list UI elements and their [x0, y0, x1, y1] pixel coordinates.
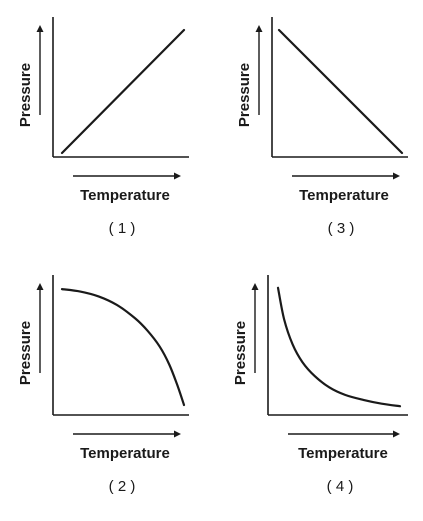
temperature-arrow-head	[174, 172, 181, 180]
pressure-arrow-head	[255, 25, 263, 32]
chart-panel-3: Pressure Temperature ( 3 )	[236, 17, 408, 237]
panel-caption: ( 4 )	[327, 478, 354, 495]
temperature-arrow-head	[393, 172, 400, 180]
y-axis-label: Pressure	[17, 63, 34, 127]
series-line	[276, 286, 402, 408]
temperature-arrow-head	[393, 430, 400, 438]
pressure-arrow-head	[36, 25, 44, 32]
x-axis-label: Temperature	[80, 187, 170, 204]
series-line	[60, 28, 186, 155]
series-line	[60, 288, 186, 407]
chart-panel-4: Pressure Temperature ( 4 )	[232, 275, 408, 495]
y-axis-label: Pressure	[17, 321, 34, 385]
panel-caption: ( 3 )	[328, 220, 355, 237]
y-axis-label: Pressure	[232, 321, 249, 385]
temperature-arrow-head	[174, 430, 181, 438]
chart-panel-1: Pressure Temperature ( 1 )	[17, 17, 189, 237]
chart-panel-2: Pressure Temperature ( 2 )	[17, 275, 189, 495]
x-axis-label: Temperature	[80, 445, 170, 462]
pressure-arrow-head	[36, 283, 44, 290]
series-line	[277, 28, 404, 155]
y-axis-label: Pressure	[236, 63, 253, 127]
pressure-arrow-head	[251, 283, 259, 290]
x-axis-label: Temperature	[298, 445, 388, 462]
panel-caption: ( 2 )	[109, 478, 136, 495]
x-axis-label: Temperature	[299, 187, 389, 204]
panel-caption: ( 1 )	[109, 220, 136, 237]
